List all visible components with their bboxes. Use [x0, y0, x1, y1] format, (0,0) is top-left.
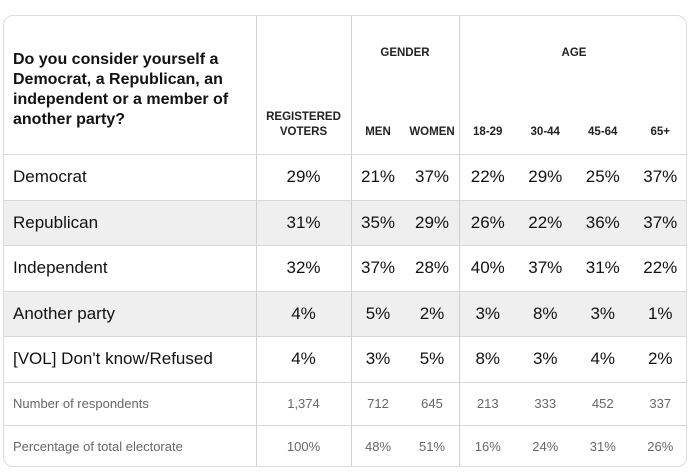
- cell: 3%: [475, 303, 501, 323]
- cell: 37%: [643, 167, 678, 186]
- row-label: [VOL] Don't know/Refused: [13, 349, 213, 369]
- group-header: AGE: [561, 47, 587, 59]
- group-header: GENDER: [380, 47, 430, 59]
- row-label: Republican: [13, 212, 99, 232]
- cell: 31%: [589, 439, 616, 454]
- cell: 8%: [532, 303, 558, 323]
- column-header: REGISTERED VOTERS: [266, 111, 341, 138]
- column-header: MEN: [365, 126, 391, 138]
- cell: 31%: [286, 212, 321, 232]
- cell: 213: [476, 396, 499, 411]
- cell: 21%: [360, 167, 396, 186]
- row-shade: [4, 290, 686, 337]
- row-label: Number of respondents: [13, 396, 149, 411]
- cell: 29%: [528, 167, 563, 186]
- row-divider: [4, 382, 686, 383]
- cell: 2%: [419, 303, 445, 323]
- cell: 36%: [585, 212, 620, 232]
- cell: 29%: [414, 212, 450, 232]
- cell: 1,374: [287, 396, 320, 411]
- cell: 25%: [585, 167, 620, 186]
- column-header: 30-44: [530, 126, 560, 138]
- column-divider: [256, 16, 257, 466]
- cell: 26%: [470, 212, 505, 232]
- row-shade: [4, 199, 686, 246]
- cell: 2%: [647, 349, 673, 369]
- column-divider: [351, 16, 352, 466]
- row-label: Independent: [13, 258, 108, 278]
- cell: 40%: [470, 258, 505, 278]
- cell: 5%: [365, 303, 391, 323]
- row-divider: [4, 290, 686, 292]
- cell: 37%: [643, 212, 678, 232]
- cell: 37%: [360, 258, 396, 278]
- cell: 1%: [647, 303, 673, 323]
- cell: 28%: [414, 258, 450, 278]
- row-divider: [4, 154, 686, 155]
- cell: 29%: [286, 167, 321, 186]
- cell: 37%: [528, 258, 563, 278]
- cell: 4%: [291, 349, 316, 369]
- cell: 3%: [590, 303, 616, 323]
- question: Do you consider yourself a Democrat, a R…: [13, 51, 229, 128]
- row-label: Democrat: [13, 167, 87, 186]
- row-divider: [4, 336, 686, 338]
- cell: 8%: [475, 349, 501, 369]
- column-header: 65+: [650, 126, 670, 138]
- cell: 22%: [643, 258, 678, 278]
- cell: 35%: [360, 212, 396, 232]
- table-card: Do you consider yourself a Democrat, a R…: [3, 15, 687, 467]
- cell: 337: [649, 396, 672, 411]
- cell: 24%: [532, 439, 559, 454]
- cell: 712: [367, 396, 389, 411]
- column-header: 18-29: [473, 126, 503, 138]
- cell: 48%: [364, 439, 392, 454]
- cell: 22%: [528, 212, 563, 232]
- cell: 32%: [286, 258, 321, 278]
- cell: 16%: [474, 439, 501, 454]
- cell: 333: [534, 396, 557, 411]
- cell: 31%: [585, 258, 620, 278]
- row-label: Another party: [13, 303, 116, 323]
- cell: 3%: [532, 349, 558, 369]
- column-divider: [459, 16, 460, 466]
- cell: 4%: [590, 349, 616, 369]
- cell: 51%: [418, 439, 446, 454]
- cell: 37%: [414, 167, 450, 186]
- row-divider: [4, 425, 686, 426]
- row-label: Percentage of total electorate: [13, 439, 183, 454]
- cell: 26%: [647, 439, 674, 454]
- cell: 100%: [286, 439, 321, 454]
- row-divider: [4, 245, 686, 247]
- cell: 452: [591, 396, 614, 411]
- cell: 22%: [470, 167, 505, 186]
- cell: 3%: [365, 349, 391, 369]
- cell: 4%: [291, 303, 316, 323]
- cell: 645: [421, 396, 443, 411]
- column-header: 45-64: [588, 126, 618, 138]
- cell: 5%: [419, 349, 445, 369]
- column-header: WOMEN: [409, 126, 455, 138]
- row-divider: [4, 199, 686, 201]
